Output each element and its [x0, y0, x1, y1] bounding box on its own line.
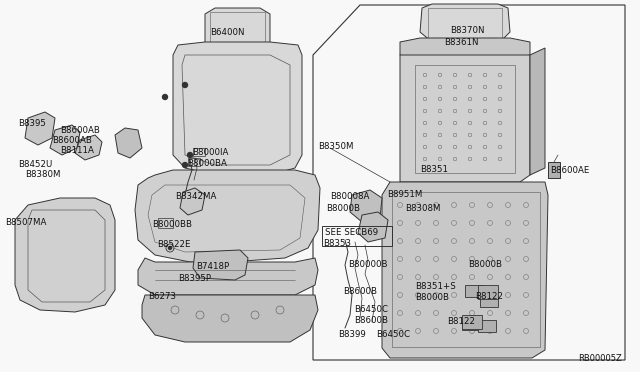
Text: B8000BA: B8000BA [187, 159, 227, 168]
Text: B8353: B8353 [323, 239, 351, 248]
Polygon shape [142, 295, 318, 342]
Text: RB00005Z: RB00005Z [578, 354, 621, 363]
Text: B80008A: B80008A [330, 192, 369, 201]
Text: B8361N: B8361N [444, 38, 479, 47]
Polygon shape [350, 190, 382, 222]
Polygon shape [400, 38, 530, 60]
Text: B8600B: B8600B [343, 287, 377, 296]
Text: B8000B: B8000B [326, 204, 360, 213]
Bar [322, 226, 392, 246]
Bar [428, 8, 502, 38]
Text: B8951M: B8951M [387, 190, 422, 199]
Bar [462, 318, 480, 330]
Polygon shape [50, 125, 80, 155]
Text: B8122: B8122 [475, 292, 503, 301]
Text: B8395P: B8395P [178, 274, 211, 283]
Text: B8395: B8395 [18, 119, 46, 128]
Text: B80000B: B80000B [348, 260, 387, 269]
Text: B8600B: B8600B [354, 316, 388, 325]
Text: B8380M: B8380M [25, 170, 61, 179]
Circle shape [188, 153, 193, 157]
Circle shape [182, 163, 188, 167]
Text: B8308M: B8308M [405, 204, 440, 213]
Text: B6400N: B6400N [210, 28, 244, 37]
Polygon shape [15, 198, 115, 312]
Text: B8111A: B8111A [60, 146, 94, 155]
Polygon shape [135, 170, 320, 262]
Bar [158, 218, 173, 228]
Polygon shape [180, 188, 205, 215]
Bar [188, 158, 200, 166]
Text: B8000B: B8000B [468, 260, 502, 269]
Text: B8000BB: B8000BB [152, 220, 192, 229]
Circle shape [163, 94, 168, 99]
Text: B8000IA: B8000IA [192, 148, 228, 157]
Bar [478, 285, 498, 299]
Polygon shape [358, 212, 388, 242]
Polygon shape [420, 4, 510, 42]
Text: B8370N: B8370N [450, 26, 484, 35]
Text: B8351: B8351 [420, 165, 448, 174]
Text: B8000B: B8000B [415, 293, 449, 302]
Polygon shape [173, 42, 302, 175]
Text: B8351+S: B8351+S [415, 282, 456, 291]
Polygon shape [205, 8, 270, 48]
Bar [478, 320, 496, 332]
Circle shape [182, 83, 188, 87]
Text: B8452U: B8452U [18, 160, 52, 169]
Polygon shape [75, 135, 102, 160]
Polygon shape [530, 48, 545, 175]
Bar [415, 65, 515, 173]
Text: B8507MA: B8507MA [5, 218, 46, 227]
Text: SEE SECB69: SEE SECB69 [325, 228, 378, 237]
Text: B8350M: B8350M [318, 142, 353, 151]
Bar [392, 192, 540, 347]
Text: B6450C: B6450C [354, 305, 388, 314]
Bar [548, 162, 560, 178]
Bar [480, 295, 498, 307]
Text: B6450C: B6450C [376, 330, 410, 339]
Bar [210, 12, 265, 44]
Text: B8600AB: B8600AB [52, 136, 92, 145]
Polygon shape [115, 128, 142, 158]
Text: B8399: B8399 [338, 330, 365, 339]
Polygon shape [382, 182, 548, 358]
Text: B8122: B8122 [447, 317, 475, 326]
Text: B8522E: B8522E [157, 240, 191, 249]
Polygon shape [138, 258, 318, 295]
Bar [465, 285, 483, 297]
Circle shape [168, 247, 172, 250]
Text: B6273: B6273 [148, 292, 176, 301]
Text: B8342MA: B8342MA [175, 192, 216, 201]
Text: B7418P: B7418P [196, 262, 229, 271]
Bar [462, 315, 482, 329]
Polygon shape [193, 250, 248, 280]
Polygon shape [400, 55, 530, 182]
Polygon shape [25, 112, 55, 145]
Bar [193, 148, 205, 156]
Text: B8600AE: B8600AE [550, 166, 589, 175]
Text: B8600AB: B8600AB [60, 126, 100, 135]
